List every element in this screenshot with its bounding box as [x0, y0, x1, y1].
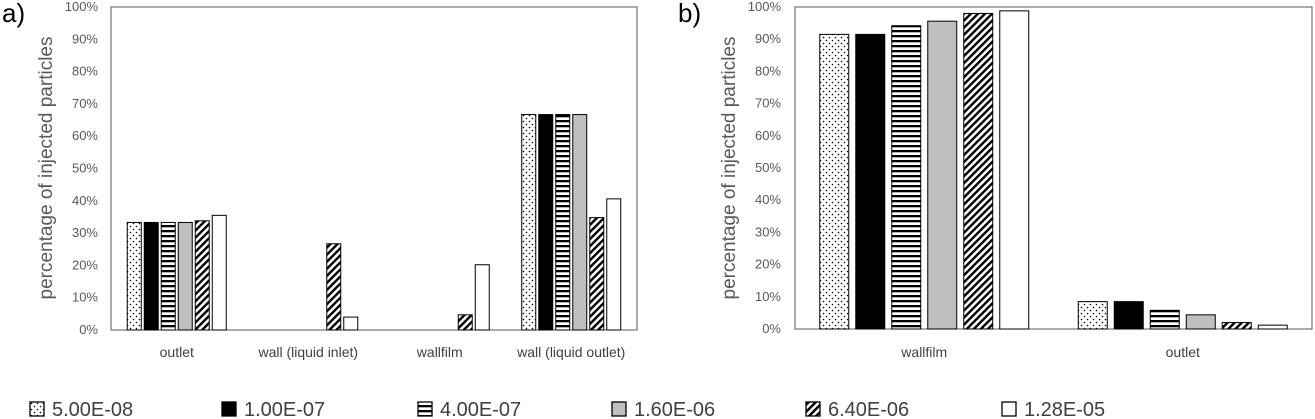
- bar-1.60E-06-wallfilm: [927, 20, 958, 330]
- legend-swatch: [221, 401, 237, 417]
- x-category-label: wallfilm: [900, 344, 947, 360]
- y-tick-label: 0%: [79, 322, 98, 337]
- legend: 5.00E-08 1.00E-07 4.00E-07 1.60E-06 6.40E-06…: [29, 399, 1105, 419]
- bar-5.00E-08-wall-liquid-outlet-: [521, 114, 537, 331]
- y-axis-label-b: percentage of injected particles: [719, 37, 740, 300]
- x-category-label: wallfilm: [416, 344, 463, 360]
- bars-a: [126, 114, 622, 331]
- bar-1.28E-05-wallfilm: [999, 10, 1030, 330]
- y-tick-label: 10%: [72, 290, 98, 305]
- y-axis-label-a: percentage of injected particles: [36, 37, 57, 300]
- legend-label: 4.00E-07: [440, 399, 521, 419]
- bar-5.00E-08-outlet: [1077, 301, 1108, 330]
- y-tick-label: 60%: [755, 128, 781, 143]
- x-category-label: outlet: [160, 344, 194, 360]
- y-tick-label: 40%: [755, 192, 781, 207]
- y-ticks-a: 0% 10% 20% 30% 40% 50% 60% 70% 80% 90% 100%: [65, 0, 99, 337]
- x-categories-b: wallfilm outlet: [900, 344, 1200, 360]
- legend-swatch: [611, 401, 627, 417]
- y-tick-label: 90%: [72, 31, 98, 46]
- y-tick-label: 80%: [72, 64, 98, 79]
- y-tick-label: 30%: [72, 225, 98, 240]
- legend-item: 6.40E-06: [805, 399, 909, 419]
- y-tick-label: 0%: [762, 321, 781, 336]
- y-tick-label: 70%: [755, 96, 781, 111]
- plot-frame-b: [794, 6, 1313, 330]
- bar-1.28E-05-wallfilm: [474, 264, 490, 331]
- y-ticks-b: 0% 10% 20% 30% 40% 50% 60% 70% 80% 90% 100%: [748, 0, 782, 336]
- bar-6.40E-06-wall-liquid-outlet-: [589, 217, 605, 331]
- bar-1.00E-07-outlet: [1113, 301, 1144, 330]
- bar-5.00E-08-wallfilm: [819, 33, 850, 330]
- bar-4.00E-07-wall-liquid-outlet-: [555, 114, 571, 331]
- legend-item: 4.00E-07: [417, 399, 521, 419]
- legend-swatch: [29, 401, 45, 417]
- bar-1.28E-05-outlet: [211, 214, 227, 331]
- bar-1.60E-06-outlet: [1185, 314, 1216, 330]
- bar-1.00E-07-outlet: [143, 221, 159, 331]
- bar-6.40E-06-outlet: [194, 220, 210, 331]
- bar-4.00E-07-outlet: [1149, 309, 1180, 330]
- panel-label-b: b): [678, 0, 701, 28]
- legend-item: 1.60E-06: [611, 399, 715, 419]
- legend-label: 1.60E-06: [634, 399, 715, 419]
- y-tick-label: 100%: [65, 0, 99, 14]
- bar-6.40E-06-wallfilm: [457, 314, 473, 331]
- legend-swatch: [805, 401, 821, 417]
- y-tick-label: 100%: [748, 0, 782, 14]
- legend-label: 5.00E-08: [52, 399, 133, 419]
- y-tick-label: 80%: [755, 63, 781, 78]
- bar-1.28E-05-wall-liquid-inlet-: [343, 316, 359, 331]
- y-tick-label: 40%: [72, 193, 98, 208]
- bar-1.00E-07-wall-liquid-outlet-: [538, 114, 554, 331]
- bar-6.40E-06-outlet: [1221, 322, 1252, 330]
- bar-6.40E-06-wall-liquid-inlet-: [326, 243, 342, 331]
- bar-1.00E-07-wallfilm: [855, 33, 886, 330]
- bar-4.00E-07-outlet: [160, 221, 176, 331]
- y-tick-label: 50%: [72, 161, 98, 176]
- y-tick-label: 30%: [755, 224, 781, 239]
- y-tick-label: 70%: [72, 96, 98, 111]
- bar-1.28E-05-outlet: [1257, 324, 1288, 330]
- panel-label-a: a): [2, 0, 25, 28]
- x-category-label: wall (liquid inlet): [257, 344, 358, 360]
- y-tick-label: 10%: [755, 289, 781, 304]
- bar-5.00E-08-outlet: [126, 221, 142, 331]
- bar-6.40E-06-wallfilm: [963, 12, 994, 330]
- y-tick-label: 90%: [755, 31, 781, 46]
- bar-1.28E-05-wall-liquid-outlet-: [606, 198, 622, 331]
- chart-panel-b: b) percentage of injected particles 0% 10…: [678, 0, 1313, 360]
- y-tick-label: 20%: [72, 257, 98, 272]
- legend-label: 1.28E-05: [1024, 399, 1105, 419]
- legend-swatch: [1001, 401, 1017, 417]
- legend-item: 1.28E-05: [1001, 399, 1105, 419]
- legend-item: 5.00E-08: [29, 399, 133, 419]
- legend-label: 6.40E-06: [828, 399, 909, 419]
- bar-1.60E-06-outlet: [177, 221, 193, 331]
- x-category-label: outlet: [1166, 344, 1200, 360]
- y-tick-label: 50%: [755, 160, 781, 175]
- chart-panel-a: a) percentage of injected particles 0% 10…: [2, 0, 638, 360]
- y-tick-label: 60%: [72, 128, 98, 143]
- plot-frame-a: [110, 6, 638, 331]
- bars-b: [819, 10, 1288, 330]
- x-categories-a: outlet wall (liquid inlet) wallfilm wall (l…: [160, 344, 626, 360]
- legend-item: 1.00E-07: [221, 399, 325, 419]
- y-tick-label: 20%: [755, 257, 781, 272]
- bar-1.60E-06-wall-liquid-outlet-: [572, 114, 588, 331]
- bar-4.00E-07-wallfilm: [891, 25, 922, 330]
- x-category-label: wall (liquid outlet): [516, 344, 625, 360]
- legend-swatch: [417, 401, 433, 417]
- legend-label: 1.00E-07: [244, 399, 325, 419]
